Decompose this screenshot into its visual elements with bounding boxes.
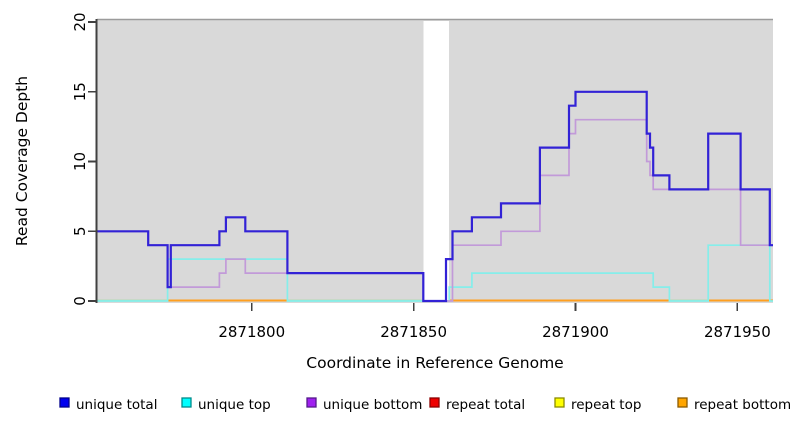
legend-label-repeat-bottom: repeat bottom xyxy=(694,397,791,413)
x-tick-label: 2871850 xyxy=(380,323,447,341)
legend-item-unique-bottom: unique bottom xyxy=(306,397,422,413)
plot-background-layer xyxy=(97,18,773,303)
x-tick-label: 2871800 xyxy=(218,323,285,341)
legend-label-unique-total: unique total xyxy=(76,397,157,413)
y-tick-label: 0 xyxy=(71,296,89,306)
legend-label-repeat-top: repeat top xyxy=(571,397,641,413)
x-axis-title: Coordinate in Reference Genome xyxy=(306,354,563,372)
legend-item-unique-total: unique total xyxy=(59,397,157,413)
legend-label-repeat-total: repeat total xyxy=(446,397,525,413)
no-data-gap-band xyxy=(423,21,450,301)
legend-item-repeat-bottom: repeat bottom xyxy=(677,397,791,413)
y-tick-label: 15 xyxy=(71,82,89,101)
legend-item-repeat-top: repeat top xyxy=(554,397,641,413)
series-unique-top xyxy=(97,244,773,302)
axes-layer xyxy=(88,19,739,311)
tick-labels-layer: 0 5 10 15 20 2871800 2871850 2871900 2871950 xyxy=(71,12,771,341)
legend-label-unique-bottom: unique bottom xyxy=(323,397,422,413)
y-tick-label: 20 xyxy=(71,12,89,31)
legend-swatch-repeat-top xyxy=(554,397,565,408)
legend-item-unique-top: unique top xyxy=(181,397,271,413)
series-unique-bottom xyxy=(97,118,773,302)
legend-swatch-repeat-total xyxy=(429,397,440,408)
legend-item-repeat-total: repeat total xyxy=(429,397,525,413)
x-tick-label: 2871950 xyxy=(704,323,771,341)
y-tick-label: 5 xyxy=(71,226,89,236)
legend: unique total unique top unique bottom repea… xyxy=(59,397,791,413)
legend-swatch-unique-bottom xyxy=(306,397,317,408)
y-tick-label: 10 xyxy=(71,152,89,171)
x-tick-label: 2871900 xyxy=(542,323,609,341)
legend-swatch-repeat-bottom xyxy=(677,397,688,408)
legend-swatch-unique-total xyxy=(59,397,70,408)
y-axis-title: Read Coverage Depth xyxy=(13,76,31,246)
series-lines-layer xyxy=(97,90,773,303)
legend-label-unique-top: unique top xyxy=(198,397,271,413)
legend-swatch-unique-top xyxy=(181,397,192,408)
series-unique-total xyxy=(97,90,773,303)
